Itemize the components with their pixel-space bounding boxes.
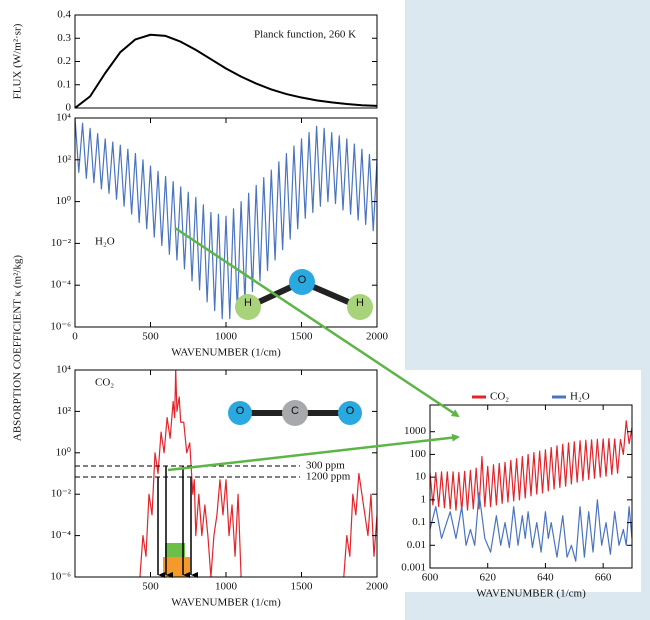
x-axis-label: WAVENUMBER (1/cm) (171, 347, 281, 359)
x-tick-label: 500 (142, 331, 159, 343)
atom-label: H (244, 297, 252, 309)
plots: 0 0.1 0.2 0.3 0.4 FLUX (W/m²·sr) Planck functi… (12, 9, 633, 609)
y-tick-label: 0 (66, 102, 72, 114)
atom (347, 294, 373, 320)
y-tick-label: 10⁴ (56, 364, 71, 376)
atom-label: O (346, 405, 355, 417)
atom-label: H (356, 297, 364, 309)
y-tick-label: 10² (57, 405, 72, 417)
x-tick-label: 2000 (366, 331, 389, 343)
x-tick-label: 1000 (215, 331, 238, 343)
series-line (430, 420, 632, 513)
y-tick-label: 10⁻² (51, 488, 72, 500)
y-tick-label: 0.1 (57, 78, 71, 90)
atom (235, 294, 261, 320)
y-tick-label: 1000 (404, 425, 427, 437)
series-label: CO₂ (95, 377, 114, 389)
y-tick-label: 10⁻⁶ (50, 321, 71, 333)
x-axis-label: WAVENUMBER (1/cm) (171, 597, 281, 609)
reference-label: 1200 ppm (306, 470, 351, 482)
annotation: Planck function, 260 K (254, 29, 356, 41)
legend-label: H₂O (570, 391, 590, 403)
atom-label: O (236, 405, 245, 417)
y-tick-label: 0.1 (412, 516, 426, 528)
atom (289, 269, 315, 295)
band-orange (163, 557, 190, 577)
y-tick-label: 10⁻⁴ (50, 529, 71, 541)
y-tick-label: 10⁰ (56, 446, 72, 458)
y-tick-label: 0.4 (57, 9, 71, 21)
atom-label: C (291, 405, 299, 417)
y-tick-label: 0.3 (57, 32, 71, 44)
legend-label: CO₂ (490, 391, 509, 403)
x-tick-label: 640 (537, 572, 554, 584)
y-tick-label: 0.01 (407, 539, 426, 551)
plot-frame (429, 404, 633, 569)
x-tick-label: 620 (479, 572, 496, 584)
y-tick-label: 0.2 (57, 55, 71, 67)
pointer-arrow (167, 433, 460, 472)
atom (282, 400, 308, 426)
y-tick-label: 10⁰ (56, 195, 72, 207)
x-tick-label: 600 (422, 572, 439, 584)
y-axis-label: ABSORPTION COEFFICIENT κ (m²/kg) (12, 255, 24, 442)
x-tick-label: 500 (142, 581, 159, 593)
y-tick-label: 10² (57, 153, 72, 165)
x-tick-label: 1000 (215, 581, 238, 593)
series-line (430, 492, 632, 562)
atom (338, 401, 362, 425)
x-tick-label: 0 (72, 331, 78, 343)
y-tick-label: 10 (415, 471, 427, 483)
x-tick-label: 1500 (291, 331, 314, 343)
reference-label: 300 ppm (306, 460, 345, 472)
x-axis-label: WAVENUMBER (1/cm) (476, 588, 586, 600)
atom (228, 401, 252, 425)
band-arrows (157, 466, 198, 578)
series-line (75, 33, 377, 108)
x-tick-label: 2000 (366, 581, 389, 593)
y-tick-label: 1 (421, 493, 427, 505)
x-tick-label: 1500 (291, 581, 314, 593)
y-tick-label: 10⁻⁴ (50, 279, 71, 291)
y-tick-label: 0.001 (401, 562, 426, 574)
x-tick-label: 660 (595, 572, 612, 584)
y-tick-label: 10⁴ (56, 112, 71, 124)
y-tick-label: 10⁻⁶ (50, 571, 71, 583)
y-tick-label: 10⁻² (51, 237, 72, 249)
series-line (75, 118, 377, 320)
co2-molecule: O C O (228, 400, 362, 426)
atom-label: O (298, 274, 307, 286)
y-axis-label: FLUX (W/m²·sr) (12, 23, 24, 99)
series-label: H₂O (95, 236, 115, 248)
band-green (165, 543, 185, 557)
pointer-arrow (174, 226, 460, 418)
series-line (139, 370, 377, 577)
y-tick-label: 100 (410, 448, 427, 460)
